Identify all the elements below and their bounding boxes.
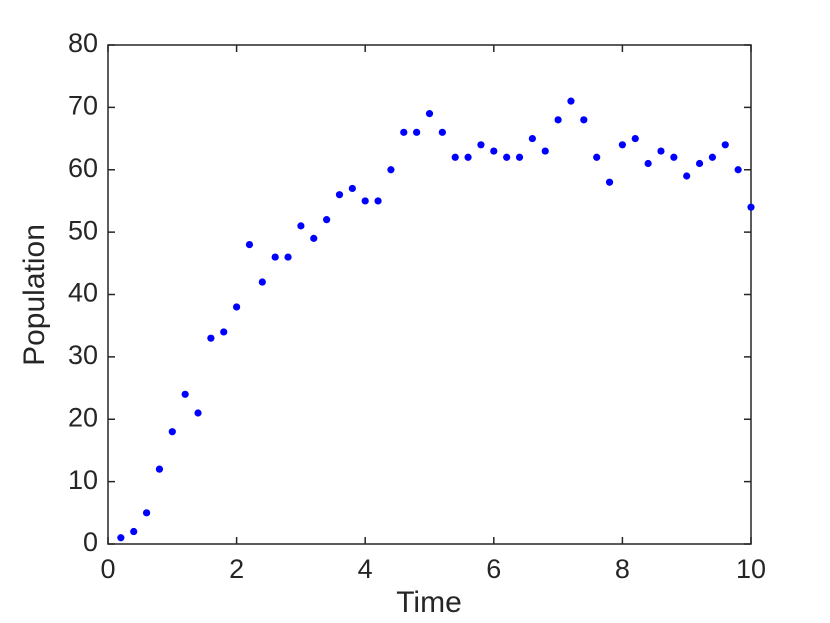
point	[528, 134, 536, 143]
point	[387, 166, 395, 174]
point	[155, 465, 164, 473]
point	[117, 534, 125, 542]
point	[271, 253, 279, 261]
point	[374, 197, 382, 205]
point	[168, 428, 176, 436]
point	[400, 128, 408, 136]
point	[695, 159, 704, 168]
point	[220, 328, 228, 336]
point	[310, 234, 318, 242]
y-axis-label: Population	[18, 224, 51, 366]
point	[477, 141, 485, 149]
point	[503, 153, 511, 161]
point	[323, 216, 331, 224]
point	[361, 197, 369, 205]
y-tick-label: 30	[68, 340, 98, 370]
point	[194, 409, 202, 417]
point	[708, 153, 717, 161]
x-axis-label: Time	[396, 586, 462, 619]
point	[670, 153, 678, 161]
plot-box	[107, 44, 752, 545]
point	[181, 390, 189, 398]
point	[631, 134, 639, 143]
x-tick-label: 10	[736, 554, 766, 584]
point	[233, 303, 241, 311]
point	[567, 97, 575, 105]
point	[207, 334, 215, 342]
y-tick-label: 0	[83, 527, 98, 557]
x-tick-label: 0	[100, 554, 115, 584]
y-tick-label: 20	[68, 402, 98, 432]
point	[541, 147, 549, 155]
point	[554, 116, 562, 124]
point	[490, 147, 498, 155]
point	[413, 128, 421, 136]
point	[605, 178, 614, 186]
point	[515, 153, 524, 161]
y-tick-label: 50	[68, 215, 98, 245]
point	[142, 509, 151, 517]
point	[644, 159, 652, 168]
point	[297, 222, 305, 230]
point	[683, 172, 691, 180]
y-tick-label: 80	[68, 28, 98, 58]
point	[657, 147, 665, 155]
point	[348, 184, 356, 193]
point	[721, 141, 729, 149]
point	[464, 153, 472, 161]
point	[451, 153, 459, 161]
point	[425, 110, 434, 118]
x-tick-label: 2	[229, 554, 244, 584]
y-tick-label: 10	[68, 465, 98, 495]
point	[747, 203, 755, 211]
point	[284, 253, 292, 261]
x-tick-label: 8	[615, 554, 630, 584]
x-tick-label: 4	[358, 554, 373, 584]
point	[438, 128, 446, 136]
point	[593, 153, 601, 161]
y-tick-label: 40	[68, 278, 98, 308]
point	[335, 191, 344, 199]
point	[130, 527, 138, 536]
point	[245, 241, 254, 249]
point	[618, 141, 627, 149]
y-tick-label: 60	[68, 153, 98, 183]
y-tick-label: 70	[68, 91, 98, 121]
point	[580, 116, 588, 124]
point	[258, 278, 266, 286]
x-tick-label: 6	[486, 554, 501, 584]
point	[734, 166, 742, 174]
